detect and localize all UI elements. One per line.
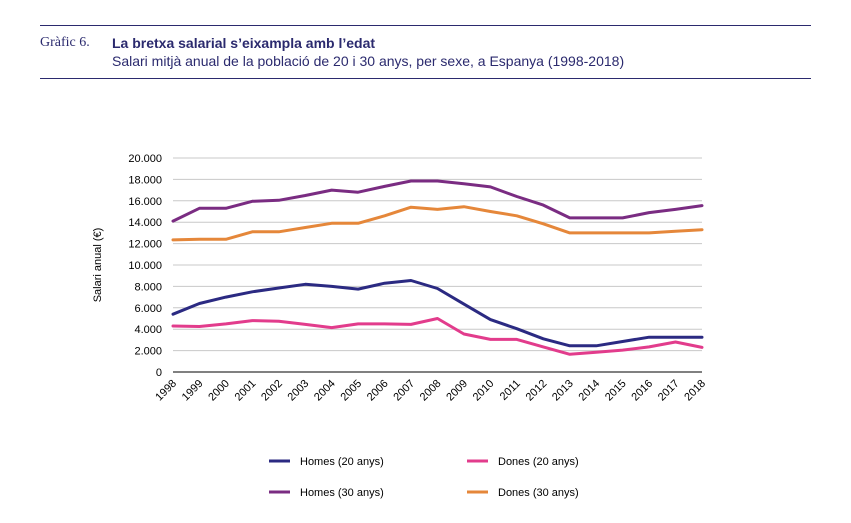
header-top-rule — [40, 25, 811, 26]
series-line — [171, 317, 704, 356]
x-tick-label: 2001 — [233, 378, 259, 404]
x-tick-label: 2007 — [391, 378, 417, 404]
series-lines — [171, 179, 704, 356]
x-tick-label: 2014 — [577, 378, 603, 404]
chart-subtitle: Salari mitjà anual de la població de 20 … — [112, 53, 625, 69]
x-tick-label: 2012 — [524, 378, 550, 404]
legend: Homes (20 anys) Dones (20 anys) Homes (30 … — [269, 456, 579, 499]
y-tick-label: 8.000 — [134, 281, 162, 293]
series-line — [171, 205, 704, 242]
x-tick-label: 2010 — [471, 378, 497, 404]
x-tick-label: 2016 — [629, 378, 655, 404]
y-axis-label: Salari anual (€) — [92, 228, 104, 303]
x-tick-label: 2013 — [550, 378, 576, 404]
x-tick-label: 2017 — [656, 378, 682, 404]
legend-label: Dones (30 anys) — [498, 487, 579, 499]
x-tick-label: 2005 — [338, 378, 364, 404]
x-tick-label: 2006 — [365, 378, 391, 404]
y-tick-label: 2.000 — [134, 346, 162, 358]
legend-label: Dones (20 anys) — [498, 456, 579, 468]
header-bottom-rule — [40, 78, 811, 79]
y-tick-label: 16.000 — [128, 196, 162, 208]
y-tick-label: 0 — [156, 367, 162, 379]
y-tick-label: 20.000 — [128, 153, 162, 165]
x-tick-label: 1999 — [180, 378, 206, 404]
x-tick-label: 2002 — [259, 378, 285, 404]
figure-number: Gràfic 6. — [40, 35, 90, 50]
y-tick-label: 6.000 — [134, 303, 162, 315]
gridlines — [173, 157, 702, 373]
y-tick-label: 10.000 — [128, 260, 162, 272]
chart-title: La bretxa salarial s’eixampla amb l’edat — [112, 35, 376, 51]
y-tick-label: 14.000 — [128, 217, 162, 229]
x-tick-label: 2009 — [444, 378, 470, 404]
y-tick-label: 12.000 — [128, 239, 162, 251]
series-line — [171, 179, 704, 223]
x-tick-label: 2011 — [498, 378, 523, 403]
legend-label: Homes (30 anys) — [300, 487, 384, 499]
x-tick-label: 2015 — [603, 378, 629, 404]
y-tick-label: 18.000 — [128, 174, 162, 186]
x-tick-label: 2018 — [682, 378, 708, 404]
x-tick-label: 2003 — [286, 378, 312, 404]
y-tick-label: 4.000 — [134, 324, 162, 336]
x-tick-label: 2000 — [206, 378, 232, 404]
x-tick-label: 1998 — [153, 378, 179, 404]
x-tick-label: 2008 — [418, 378, 444, 404]
x-tick-label: 2004 — [312, 378, 338, 404]
x-axis-ticks: 1998 1999 2000 2001 2002 2003 2004 2005 2006 2007… — [153, 378, 708, 404]
series-line — [171, 279, 704, 348]
legend-label: Homes (20 anys) — [300, 456, 384, 468]
y-axis-ticks: 0 2.000 4.000 6.000 8.000 10.000 12.000 14.000 1… — [128, 153, 162, 379]
